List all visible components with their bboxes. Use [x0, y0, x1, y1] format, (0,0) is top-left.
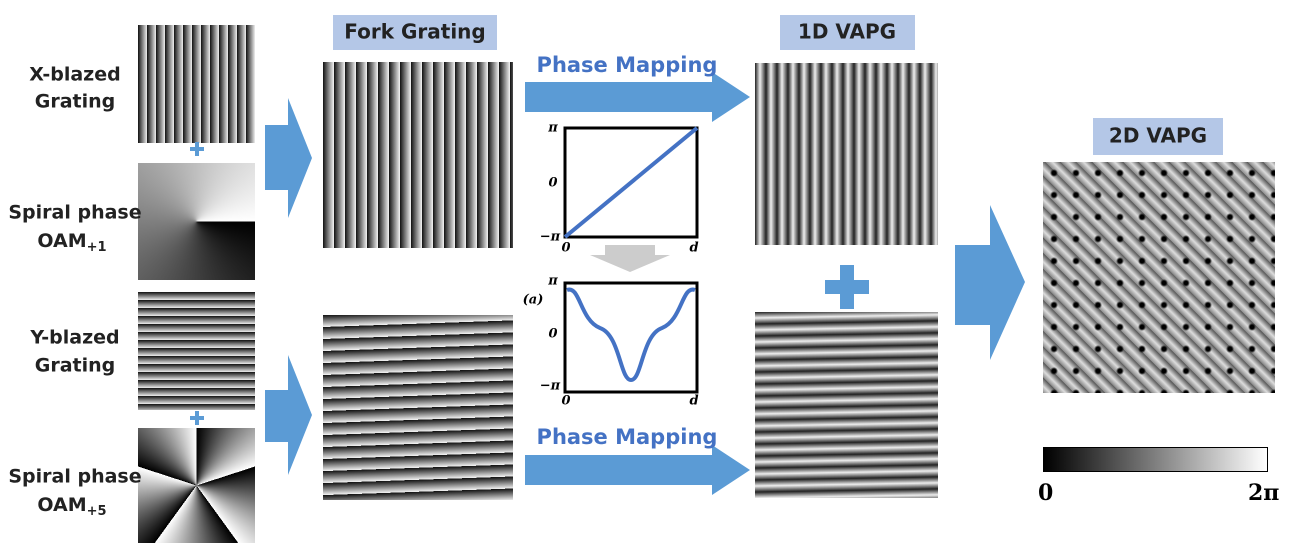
input-label: OAM+5 [37, 494, 106, 519]
phase-mapping: Phase Mapping [537, 53, 718, 77]
oam-sub: +1 [87, 240, 107, 255]
tick: d [689, 394, 698, 409]
oam: OAM [37, 230, 86, 252]
down-arrow [590, 245, 670, 272]
tick: −π [540, 379, 561, 394]
tick: π [547, 121, 558, 136]
tag: (a) [523, 293, 544, 308]
input-label: OAM+1 [37, 230, 106, 255]
colorbar-label: 2π [1248, 480, 1279, 506]
tick: d [689, 241, 698, 256]
plot-frame [565, 283, 697, 392]
oam-sub: +5 [87, 504, 107, 519]
oam: OAM [37, 494, 86, 516]
input-label: Grating [35, 355, 116, 377]
tick: −π [540, 230, 561, 245]
phase-mapping: Phase Mapping [537, 425, 718, 449]
header: 2D VAPG [1109, 124, 1207, 148]
tick: 0 [548, 176, 557, 191]
header: 1D VAPG [798, 20, 896, 44]
tick: π [547, 274, 558, 289]
overlay: Fork Grating 1D VAPG 2D VAPG Phase Mappi… [0, 0, 1298, 543]
tick: 0 [561, 241, 570, 256]
input-label: Spiral phase [8, 466, 141, 488]
header: Fork Grating [344, 20, 485, 44]
figure: Fork Grating 1D VAPG 2D VAPG Phase Mappi… [0, 0, 1298, 543]
input-label: Grating [35, 91, 116, 113]
tick: 0 [548, 327, 557, 342]
colorbar-label: 0 [1038, 480, 1053, 506]
input-label: Y-blazed [29, 327, 119, 349]
input-label: Spiral phase [8, 202, 141, 224]
input-label: X-blazed [29, 64, 120, 86]
tick: 0 [561, 394, 570, 409]
